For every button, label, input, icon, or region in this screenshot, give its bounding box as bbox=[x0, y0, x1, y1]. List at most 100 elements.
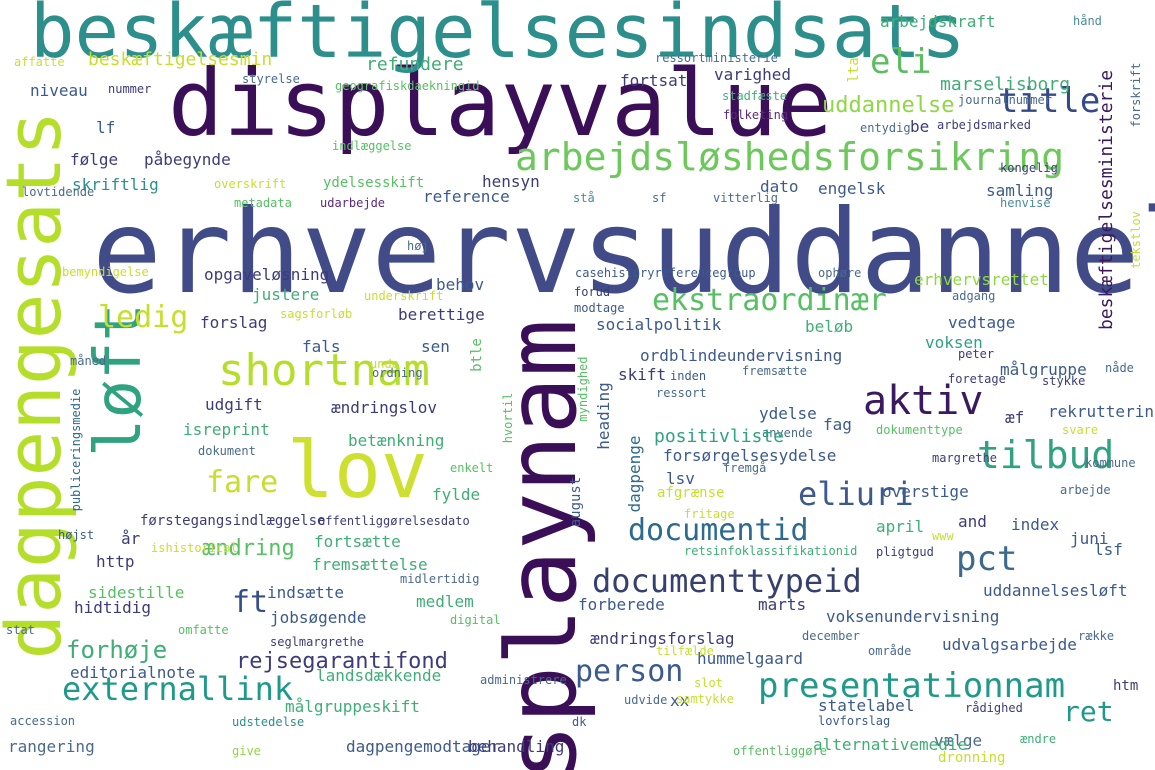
word: documenttypeid bbox=[592, 562, 862, 600]
word: eli bbox=[870, 42, 931, 82]
word: ret bbox=[1063, 695, 1114, 728]
word: henvise bbox=[1000, 196, 1051, 210]
word: give bbox=[232, 744, 261, 758]
word: lsv bbox=[666, 469, 695, 488]
word: måned bbox=[70, 354, 106, 368]
word: fremgå bbox=[723, 461, 766, 475]
word: ressort bbox=[656, 386, 707, 400]
word: løft bbox=[82, 303, 156, 457]
word: displaynam bbox=[486, 319, 598, 770]
word: rådighed bbox=[965, 701, 1023, 715]
word: engelsk bbox=[818, 179, 886, 198]
word: rekruttering bbox=[1048, 402, 1155, 421]
word: affatte bbox=[14, 55, 65, 69]
word: heading bbox=[594, 382, 613, 449]
word: rangering bbox=[8, 737, 95, 756]
word: displayvalue bbox=[168, 50, 833, 157]
word: nåde bbox=[1105, 361, 1134, 375]
word: aktiv bbox=[863, 378, 983, 424]
word: sidestille bbox=[88, 583, 184, 602]
word: ydelse bbox=[759, 404, 817, 423]
word: ændring bbox=[202, 536, 295, 561]
word: lovforslag bbox=[818, 714, 890, 728]
word: jobsøgende bbox=[270, 608, 366, 627]
word: nummer bbox=[108, 82, 151, 96]
word: omfatte bbox=[178, 623, 229, 637]
word: stykke bbox=[1042, 374, 1085, 388]
word: offentliggøre bbox=[733, 744, 827, 758]
word: underskrift bbox=[364, 289, 443, 303]
word: hummelgaard bbox=[697, 649, 803, 668]
word: lov bbox=[287, 426, 428, 516]
word: externallink bbox=[62, 670, 293, 708]
word: presentationnam bbox=[758, 666, 1065, 706]
word: vitterlig bbox=[713, 191, 778, 205]
word: unde bbox=[370, 357, 399, 371]
word: udgift bbox=[205, 395, 263, 414]
word: tekstlov bbox=[1129, 211, 1143, 269]
word: hidtidig bbox=[74, 598, 151, 617]
word: fals bbox=[302, 337, 341, 356]
word: offentliggørelsesdato bbox=[318, 514, 470, 528]
word: lta bbox=[846, 57, 862, 82]
word: målgruppe bbox=[1000, 360, 1087, 379]
word: skift bbox=[618, 365, 666, 384]
word: ordblindeundervisning bbox=[640, 346, 842, 365]
word: dk bbox=[572, 715, 587, 729]
word: forud bbox=[574, 285, 610, 299]
word: beløb bbox=[805, 317, 853, 336]
word: seglmargrethe bbox=[270, 635, 364, 649]
word: uddannelse bbox=[822, 93, 954, 118]
word: reference bbox=[423, 187, 510, 206]
word: ændringslov bbox=[331, 398, 437, 417]
word: arbejdsløshedsforsikring bbox=[515, 135, 1064, 179]
word: myndighed bbox=[576, 356, 590, 421]
word: ressortministerie bbox=[655, 51, 778, 65]
word: niveau bbox=[30, 81, 88, 100]
word: and bbox=[958, 512, 987, 531]
word: opgaveløsning bbox=[204, 265, 329, 284]
word: htm bbox=[1113, 678, 1138, 694]
word: dokument bbox=[198, 444, 256, 458]
word: følge bbox=[70, 150, 118, 169]
word: person bbox=[575, 654, 683, 689]
word: forsørgelsesydelse bbox=[663, 446, 836, 465]
word: landsdækkende bbox=[316, 666, 441, 685]
word: fortsætte bbox=[314, 532, 401, 551]
word: påbegynde bbox=[144, 150, 231, 169]
word: isreprint bbox=[183, 420, 270, 439]
word: slot bbox=[694, 676, 723, 690]
word: dagpengemodtager bbox=[346, 737, 500, 756]
word: række bbox=[1078, 629, 1114, 643]
word: rejsegarantifond bbox=[236, 649, 448, 674]
word: marselisborg bbox=[940, 74, 1070, 95]
word: område bbox=[868, 644, 911, 658]
word: behandling bbox=[468, 737, 564, 756]
word: foretage bbox=[948, 372, 1006, 386]
word: arbejde bbox=[1060, 483, 1111, 497]
word: fremsætte bbox=[742, 364, 807, 378]
word: indlæggelse bbox=[332, 139, 411, 153]
word: stadfæste bbox=[722, 89, 787, 103]
word: lf bbox=[96, 118, 115, 137]
word: ændre bbox=[1020, 732, 1056, 746]
word: administrere bbox=[480, 673, 567, 687]
word: enkelt bbox=[450, 461, 493, 475]
word: socialpolitik bbox=[596, 315, 722, 334]
word: erhvervsuddannelse bbox=[92, 185, 1155, 320]
word: fritage bbox=[684, 507, 735, 521]
word: dokumenttype bbox=[876, 423, 963, 437]
word: udvalgsarbejde bbox=[942, 635, 1077, 654]
word: forhøje bbox=[66, 636, 167, 664]
word: http bbox=[96, 552, 135, 571]
word: btle bbox=[469, 338, 485, 372]
word: entydig bbox=[860, 121, 911, 135]
word: ydelsesskift bbox=[323, 175, 424, 191]
word: behov bbox=[436, 275, 484, 294]
word: udstedelse bbox=[232, 715, 304, 729]
word: hånd bbox=[1073, 14, 1102, 28]
word: forskrift bbox=[1129, 62, 1143, 127]
word: hvortil bbox=[501, 393, 515, 444]
